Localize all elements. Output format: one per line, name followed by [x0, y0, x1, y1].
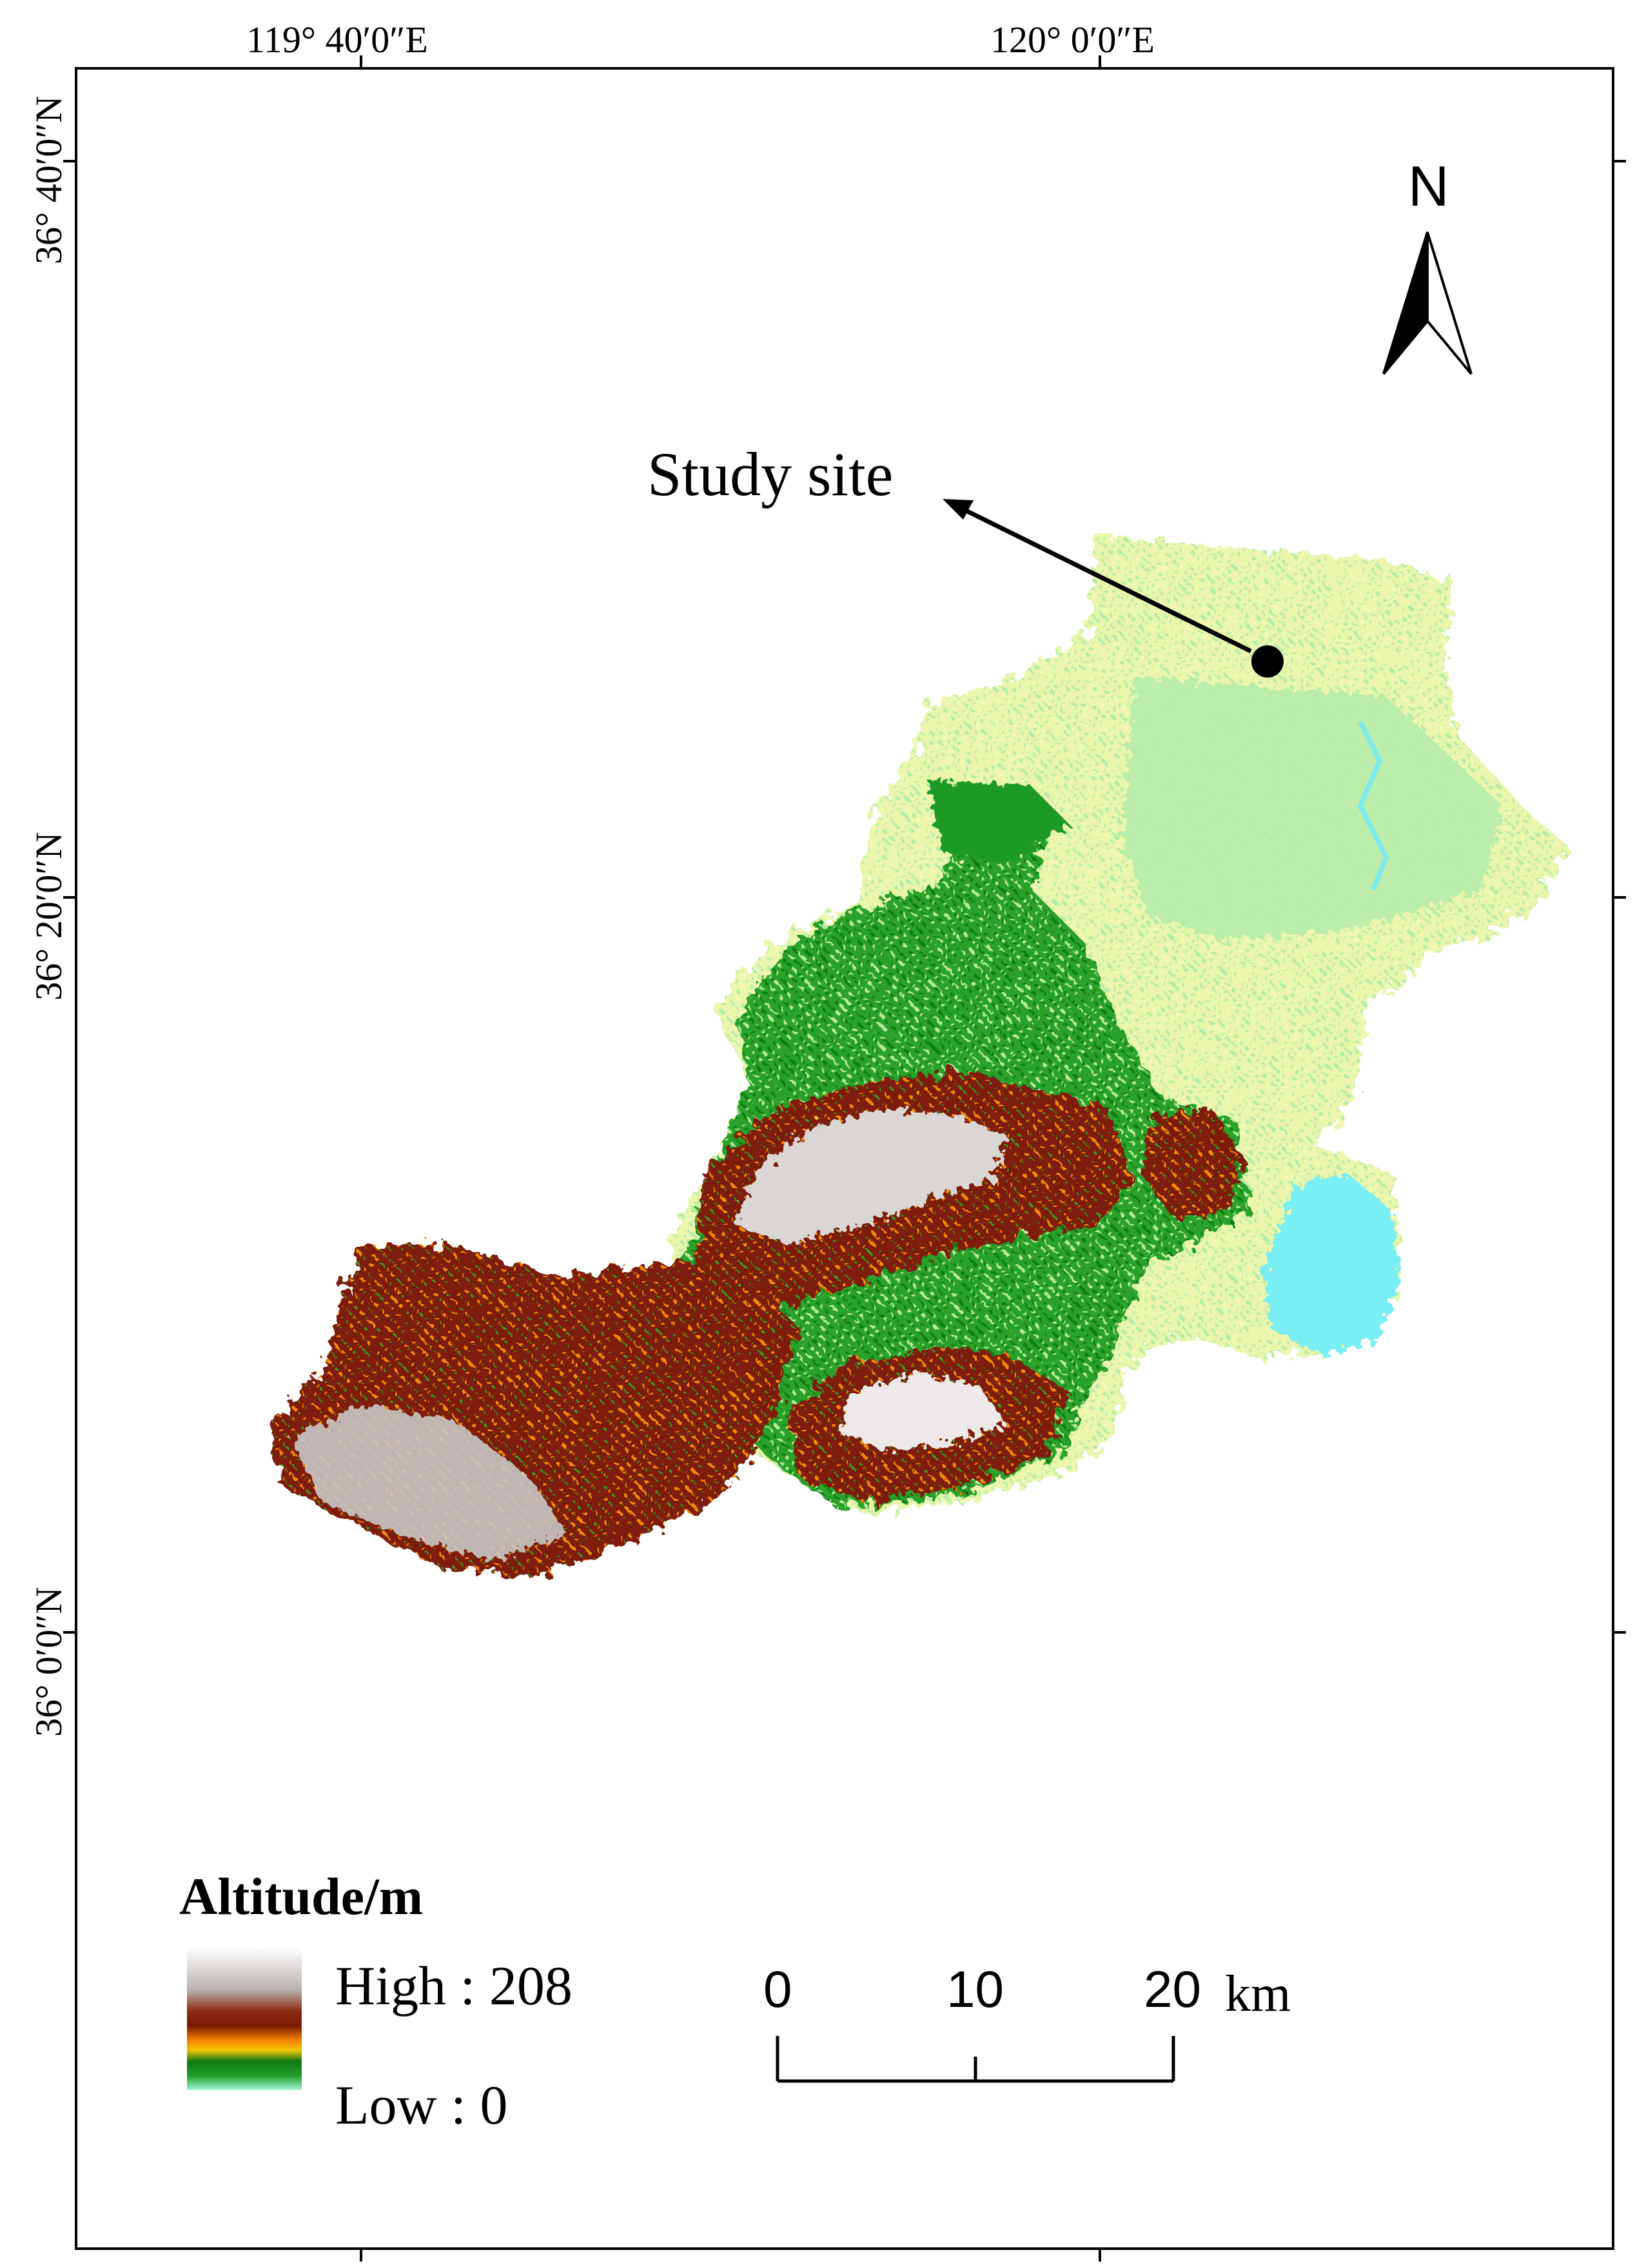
- river: [1357, 721, 1389, 891]
- legend-title: Altitude/m: [179, 1867, 424, 1926]
- graticule-ticks: [63, 55, 1626, 2262]
- lon-label-west: 119° 40′0″E: [246, 19, 428, 61]
- legend-high-label: High : 208: [335, 1955, 573, 2017]
- legend-color-ramp: [187, 1947, 302, 2090]
- elevation-raster: [271, 535, 1567, 1579]
- north-arrow-icon: [1382, 231, 1473, 375]
- arrowhead: [943, 499, 974, 520]
- lon-label-east: 120° 0′0″E: [990, 19, 1155, 61]
- water-bay: [1264, 1173, 1399, 1354]
- lat-label-south: 36° 0′0″N: [28, 1587, 70, 1737]
- green-strip-north: [928, 780, 1070, 864]
- study-site-marker: [1251, 645, 1284, 678]
- scale-tick-20: 20: [1144, 1960, 1201, 2018]
- scale-unit: km: [1225, 1966, 1291, 2022]
- legend-low-label: Low : 0: [335, 2074, 508, 2136]
- lat-label-north: 36° 40′0″N: [28, 95, 70, 264]
- summit-grey-south: [838, 1373, 1006, 1451]
- lowland-green-band: [1122, 677, 1502, 941]
- scale-bar-graphic: [776, 2036, 1175, 2083]
- scale-tick-0: 0: [763, 1960, 792, 2018]
- north-label: N: [1408, 154, 1449, 218]
- summit-grey-west: [290, 1405, 567, 1560]
- map-frame: [75, 67, 1614, 2250]
- summit-grey-central: [735, 1109, 1006, 1244]
- high-terrain-east: [1141, 1109, 1244, 1218]
- lat-label-middle: 36° 20′0″N: [28, 832, 70, 1001]
- scale-tick-10: 10: [946, 1960, 1004, 2018]
- study-site-label: Study site: [647, 440, 894, 509]
- study-site-pointer: [943, 499, 1284, 678]
- leader-line: [952, 502, 1252, 654]
